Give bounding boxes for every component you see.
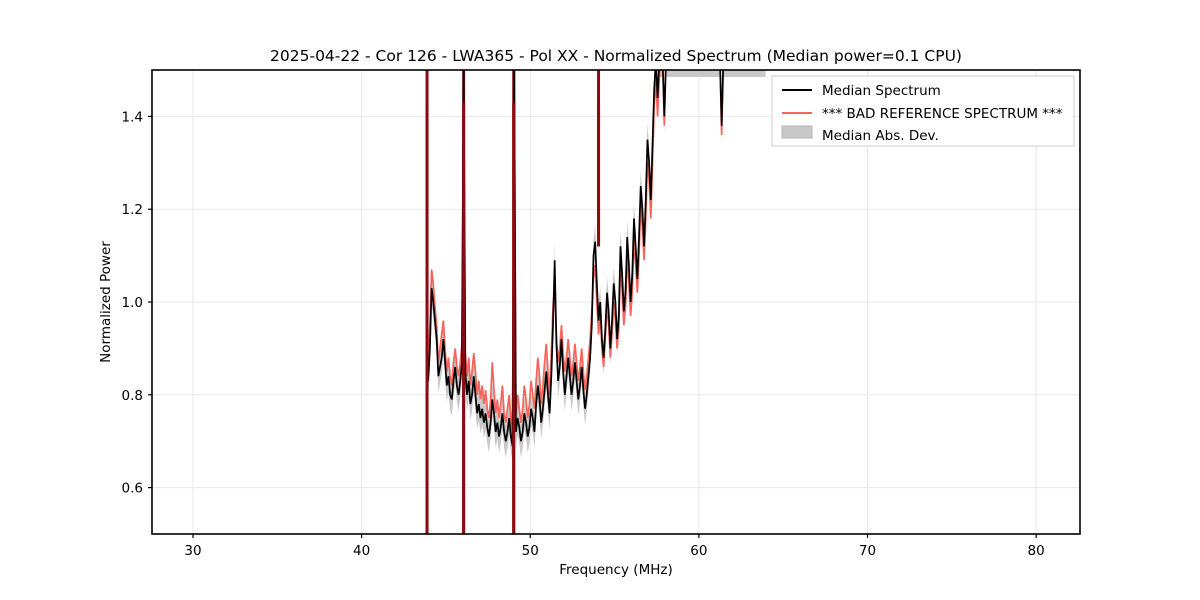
y-axis-ticks: 0.6 0.8 1.0 1.2 1.4 [122, 109, 152, 497]
y-tick-label: 0.6 [122, 481, 143, 497]
legend-label-median-abs-dev: Median Abs. Dev. [822, 128, 939, 144]
chart-legend[interactable]: Median Spectrum *** BAD REFERENCE SPECTR… [771, 75, 1075, 147]
legend-box [771, 75, 1075, 147]
x-tick-label: 50 [522, 543, 539, 559]
y-tick-label: 1.4 [122, 109, 143, 125]
legend-marker-median-abs-dev [781, 125, 813, 139]
x-tick-label: 70 [859, 543, 876, 559]
x-tick-label: 30 [184, 543, 201, 559]
axes-spines [151, 69, 1081, 535]
x-axis-ticks: 30 40 50 60 70 80 [184, 534, 1045, 559]
legend-label-bad-reference: *** BAD REFERENCE SPECTRUM *** [822, 106, 1063, 122]
chart-title: 2025-04-22 - Cor 126 - LWA365 - Pol XX -… [270, 47, 962, 65]
y-tick-label: 1.0 [122, 295, 143, 311]
series-line [425, 70, 724, 446]
x-tick-label: 60 [690, 543, 707, 559]
legend-label-median-spectrum: Median Spectrum [822, 83, 941, 99]
y-tick-label: 0.8 [122, 388, 143, 404]
x-tick-label: 80 [1028, 543, 1045, 559]
gridlines [152, 70, 1080, 534]
y-tick-label: 1.2 [122, 202, 143, 218]
y-axis-label: Normalized Power [98, 241, 114, 363]
x-tick-label: 40 [353, 543, 370, 559]
spectrum-series [425, 70, 724, 446]
rfi-spike-lines-overlay [425, 102, 601, 534]
x-axis-label: Frequency (MHz) [559, 562, 672, 578]
